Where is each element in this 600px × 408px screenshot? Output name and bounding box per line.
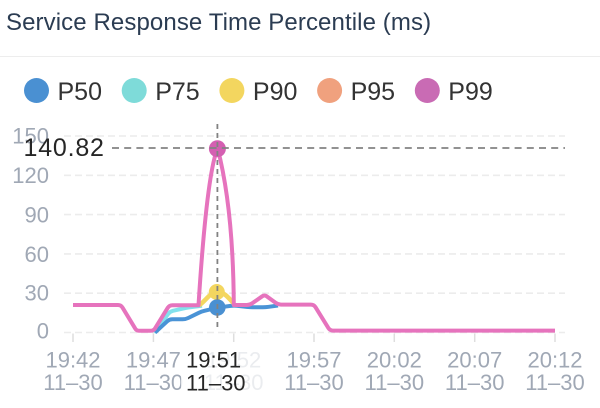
svg-text:19:57: 19:57 [286, 347, 341, 372]
svg-text:11–30: 11–30 [124, 370, 184, 395]
svg-text:P99: P99 [448, 78, 492, 106]
svg-text:60: 60 [25, 242, 49, 267]
svg-text:P50: P50 [58, 78, 102, 106]
svg-text:19:42: 19:42 [45, 347, 100, 372]
svg-text:11–30: 11–30 [445, 370, 505, 395]
svg-text:11–30: 11–30 [525, 370, 585, 395]
svg-text:11–30: 11–30 [43, 370, 103, 395]
svg-text:20:07: 20:07 [447, 347, 502, 372]
svg-text:30: 30 [25, 280, 49, 305]
svg-text:0: 0 [37, 319, 49, 344]
svg-text:P75: P75 [155, 78, 199, 106]
svg-text:20:12: 20:12 [527, 347, 582, 372]
svg-text:150: 150 [12, 124, 49, 149]
svg-text:90: 90 [25, 203, 49, 228]
svg-text:P95: P95 [351, 78, 395, 106]
svg-text:19:51: 19:51 [186, 347, 241, 372]
svg-text:11–30: 11–30 [284, 370, 344, 395]
svg-text:11–30: 11–30 [365, 370, 425, 395]
svg-text:19:47: 19:47 [126, 347, 181, 372]
svg-text:120: 120 [12, 163, 49, 188]
svg-text:20:02: 20:02 [367, 347, 422, 372]
svg-text:P90: P90 [253, 78, 297, 106]
svg-text:11–30: 11–30 [186, 371, 246, 396]
svg-text:140.82: 140.82 [24, 134, 105, 162]
